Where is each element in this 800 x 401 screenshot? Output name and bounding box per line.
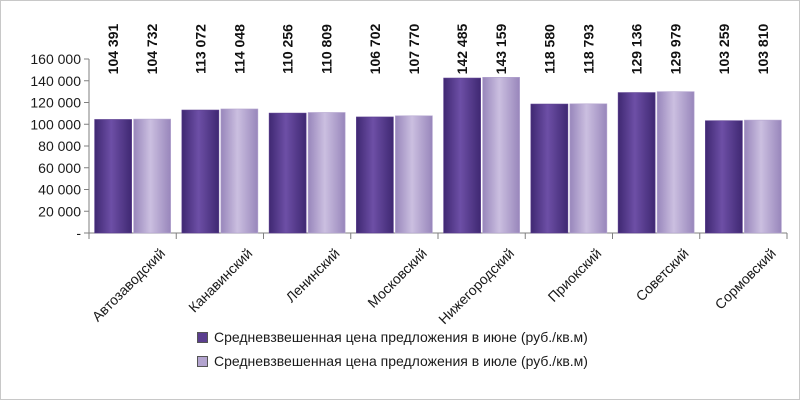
value-label-june: 142 485 (454, 23, 470, 74)
x-category-label: Приокский (545, 245, 605, 305)
y-tick-label: 80 000 (38, 138, 81, 154)
value-label-june: 118 580 (541, 24, 557, 74)
value-label-july: 110 809 (319, 24, 335, 74)
value-label-june: 103 259 (716, 23, 732, 74)
bar-june (443, 77, 481, 234)
bar-july (656, 91, 695, 234)
legend-label-june: Средневзвешенная цена предложения в июне… (214, 329, 588, 345)
bar-june (94, 119, 132, 234)
y-tick-label: 60 000 (38, 160, 81, 176)
bar-june (705, 120, 743, 234)
value-label-july: 143 159 (493, 23, 509, 74)
bar-july (482, 77, 520, 234)
legend-item-july: Средневзвешенная цена предложения в июле… (197, 349, 588, 373)
y-tick-label: 160 000 (30, 51, 81, 67)
value-label-july: 118 793 (580, 24, 596, 74)
value-label-june: 106 702 (367, 23, 383, 74)
legend-swatch-june (197, 331, 208, 343)
bar-june (181, 109, 220, 234)
bar-july (395, 115, 433, 234)
x-category-label: Сормовский (712, 245, 779, 312)
bar-june (268, 112, 307, 234)
x-category-label: Автозаводский (89, 245, 168, 324)
bar-july (133, 118, 171, 234)
legend-swatch-july (197, 355, 208, 367)
x-category-label: Нижегородский (435, 245, 517, 327)
value-label-june: 129 136 (629, 23, 645, 74)
legend-item-june: Средневзвешенная цена предложения в июне… (197, 325, 588, 349)
y-tick-label: 120 000 (30, 95, 81, 111)
y-tick-label: 40 000 (38, 182, 81, 198)
bar-july (307, 112, 346, 234)
x-category-label: Московский (364, 245, 430, 311)
bar-july (569, 103, 608, 234)
bar-july (744, 119, 782, 234)
y-tick-label: 140 000 (30, 73, 81, 89)
x-category-label: Канавинский (185, 245, 255, 315)
value-label-july: 114 048 (231, 24, 247, 74)
x-category-label: Ленинский (282, 245, 342, 305)
value-label-june: 104 391 (105, 23, 121, 74)
legend-label-july: Средневзвешенная цена предложения в июле… (214, 353, 588, 369)
y-tick-label: 100 000 (30, 116, 81, 132)
bar-july (220, 108, 259, 234)
bar-june (356, 116, 394, 234)
value-label-july: 103 810 (755, 23, 771, 74)
value-label-july: 129 979 (668, 23, 684, 74)
value-label-july: 104 732 (144, 23, 160, 74)
x-category-label: Советский (633, 245, 692, 304)
value-label-june: 110 256 (280, 24, 296, 74)
value-label-june: 113 072 (192, 24, 208, 74)
legend: Средневзвешенная цена предложения в июне… (197, 325, 588, 373)
bar-june (617, 92, 656, 234)
bar-june (530, 103, 569, 234)
y-tick-label: 20 000 (38, 203, 81, 219)
y-tick-label: - (76, 225, 81, 241)
value-label-july: 107 770 (406, 23, 422, 74)
